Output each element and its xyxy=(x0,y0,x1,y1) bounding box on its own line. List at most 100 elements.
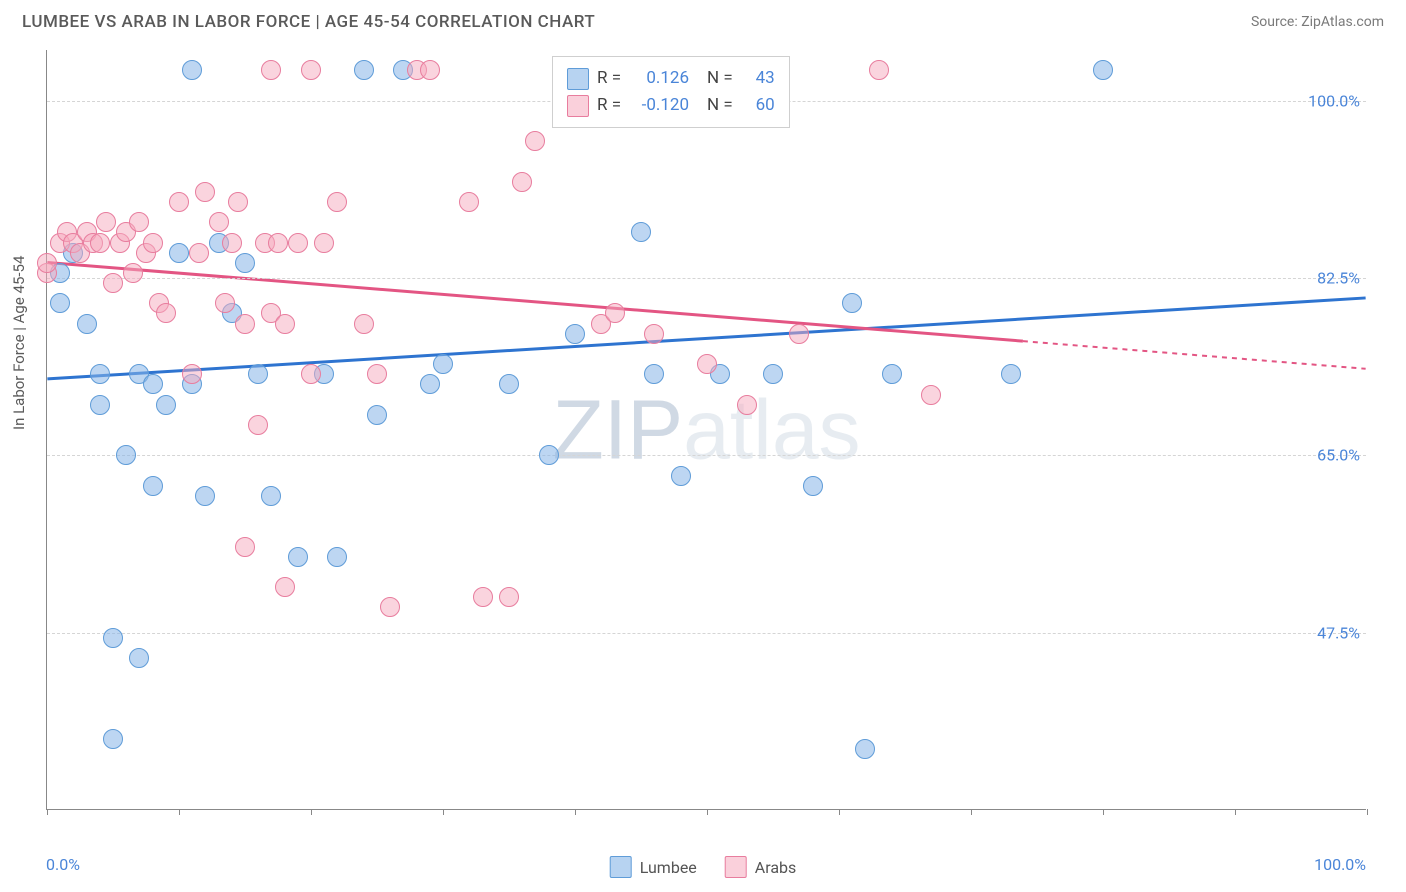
x-tick xyxy=(1103,809,1104,815)
data-point xyxy=(222,233,242,253)
data-point xyxy=(248,415,268,435)
data-point xyxy=(268,233,288,253)
data-point xyxy=(288,233,308,253)
legend-swatch xyxy=(567,95,589,117)
data-point xyxy=(565,324,585,344)
data-point xyxy=(644,364,664,384)
data-point xyxy=(459,192,479,212)
source-label: Source: ZipAtlas.com xyxy=(1251,14,1384,30)
data-point xyxy=(301,60,321,80)
data-point xyxy=(235,537,255,557)
data-point xyxy=(129,648,149,668)
data-point xyxy=(195,486,215,506)
x-axis-max-label: 100.0% xyxy=(1314,855,1366,874)
data-point xyxy=(697,354,717,374)
data-point xyxy=(103,628,123,648)
data-point xyxy=(156,395,176,415)
data-point xyxy=(525,131,545,151)
data-point xyxy=(129,212,149,232)
data-point xyxy=(473,587,493,607)
chart-title: LUMBEE VS ARAB IN LABOR FORCE | AGE 45-5… xyxy=(22,12,595,32)
gridline xyxy=(47,455,1366,456)
data-point xyxy=(869,60,889,80)
chart-container: LUMBEE VS ARAB IN LABOR FORCE | AGE 45-5… xyxy=(0,0,1406,892)
data-point xyxy=(77,314,97,334)
data-point xyxy=(143,233,163,253)
data-point xyxy=(261,486,281,506)
watermark: ZIPatlas xyxy=(552,381,860,478)
data-point xyxy=(156,303,176,323)
y-axis-title: In Labor Force | Age 45-54 xyxy=(10,256,28,430)
data-point xyxy=(433,354,453,374)
data-point xyxy=(261,60,281,80)
data-point xyxy=(103,729,123,749)
y-tick-label: 65.0% xyxy=(1317,446,1360,465)
data-point xyxy=(195,182,215,202)
x-tick xyxy=(47,809,48,815)
gridline xyxy=(47,278,1366,279)
data-point xyxy=(123,263,143,283)
data-point xyxy=(314,233,334,253)
data-point xyxy=(882,364,902,384)
data-point xyxy=(327,192,347,212)
x-axis-min-label: 0.0% xyxy=(46,855,80,874)
data-point xyxy=(182,60,202,80)
data-point xyxy=(921,385,941,405)
data-point xyxy=(169,243,189,263)
x-tick xyxy=(707,809,708,815)
data-point xyxy=(380,597,400,617)
data-point xyxy=(288,547,308,567)
data-point xyxy=(143,476,163,496)
series-legend: Lumbee Arabs xyxy=(610,856,797,878)
legend-swatch xyxy=(567,68,589,90)
gridline xyxy=(47,633,1366,634)
data-point xyxy=(189,243,209,263)
x-tick xyxy=(311,809,312,815)
y-tick-label: 82.5% xyxy=(1317,269,1360,288)
x-tick xyxy=(1235,809,1236,815)
data-point xyxy=(671,466,691,486)
data-point xyxy=(855,739,875,759)
data-point xyxy=(605,303,625,323)
x-tick xyxy=(1367,809,1368,815)
data-point xyxy=(1001,364,1021,384)
y-tick-label: 100.0% xyxy=(1308,91,1360,110)
data-point xyxy=(803,476,823,496)
data-point xyxy=(228,192,248,212)
data-point xyxy=(182,364,202,384)
stats-legend: R =0.126N =43R =-0.120N =60 xyxy=(552,56,790,128)
data-point xyxy=(103,273,123,293)
data-point xyxy=(631,222,651,242)
stats-legend-row: R =0.126N =43 xyxy=(567,65,775,92)
data-point xyxy=(90,233,110,253)
data-point xyxy=(90,364,110,384)
trendlines xyxy=(47,50,1366,809)
y-tick-label: 47.5% xyxy=(1317,623,1360,642)
data-point xyxy=(354,314,374,334)
x-tick xyxy=(179,809,180,815)
x-tick xyxy=(839,809,840,815)
data-point xyxy=(499,587,519,607)
data-point xyxy=(235,253,255,273)
data-point xyxy=(499,374,519,394)
data-point xyxy=(235,314,255,334)
x-tick xyxy=(575,809,576,815)
data-point xyxy=(275,577,295,597)
data-point xyxy=(367,405,387,425)
data-point xyxy=(96,212,116,232)
data-point xyxy=(143,374,163,394)
data-point xyxy=(737,395,757,415)
data-point xyxy=(644,324,664,344)
data-point xyxy=(116,445,136,465)
x-tick xyxy=(443,809,444,815)
data-point xyxy=(215,293,235,313)
data-point xyxy=(248,364,268,384)
legend-item-arabs: Arabs xyxy=(725,856,797,878)
data-point xyxy=(354,60,374,80)
data-point xyxy=(1093,60,1113,80)
stats-legend-row: R =-0.120N =60 xyxy=(567,92,775,119)
data-point xyxy=(37,253,57,273)
data-point xyxy=(789,324,809,344)
data-point xyxy=(275,314,295,334)
data-point xyxy=(90,395,110,415)
